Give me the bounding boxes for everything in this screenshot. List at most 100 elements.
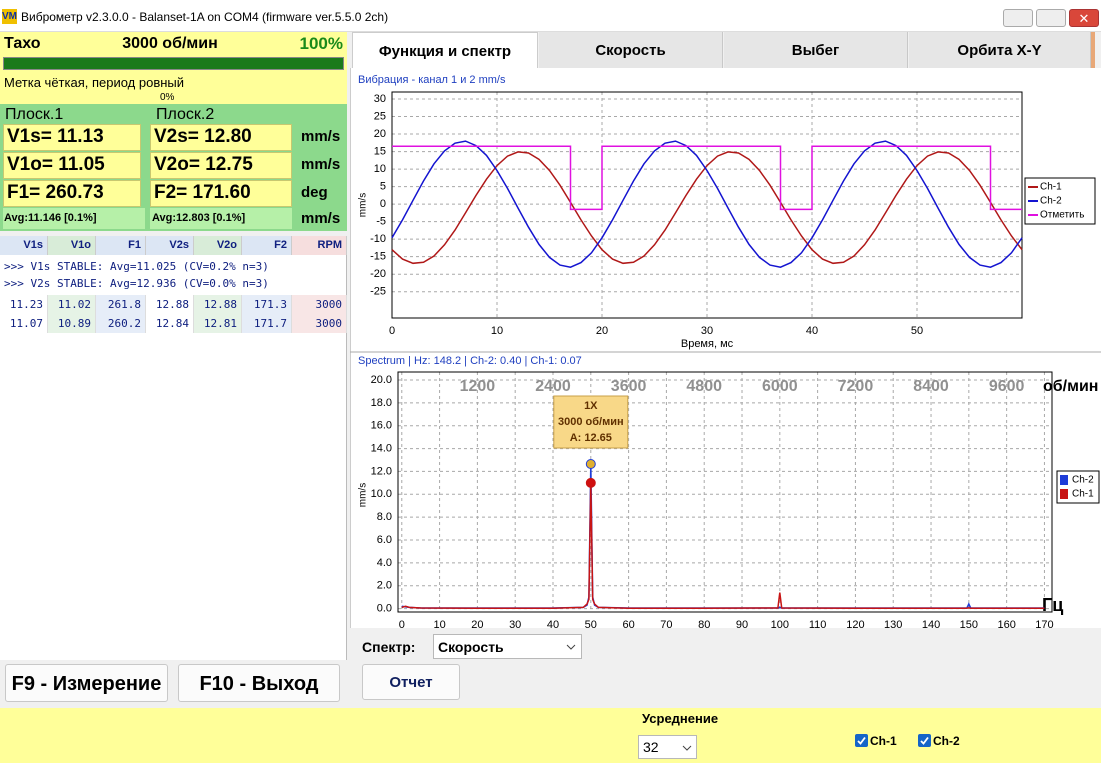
annotation-text: 1X [584, 400, 598, 412]
checkbox[interactable] [918, 734, 931, 747]
y-tick-label: 6.0 [377, 534, 392, 546]
column-header: V1s [0, 236, 48, 255]
rpm-tick-label: 4800 [686, 378, 722, 395]
averaging-select[interactable]: 32 [638, 735, 697, 759]
dropdown-arrow [566, 644, 576, 650]
rpm-tick-label: 7200 [838, 378, 874, 395]
x-tick-label: 120 [846, 619, 864, 628]
annotation-box [553, 395, 629, 449]
x-axis-label: Время, мс [681, 338, 734, 350]
log-cell: 3000 [292, 314, 347, 333]
x-tick-label: 80 [698, 619, 710, 628]
avg-box: Avg:11.146 [0.1%] [3, 208, 145, 229]
x-tick-label: 30 [509, 619, 521, 628]
minimize-button[interactable] [1003, 9, 1033, 27]
series-line [401, 463, 1045, 609]
tab[interactable]: Орбита X-Y [909, 32, 1091, 68]
plane-name: Плоск.2 [156, 106, 215, 123]
y-tick-label: 15 [374, 145, 386, 157]
tab[interactable]: Выбег [724, 32, 908, 68]
x-tick-label: 60 [622, 619, 634, 628]
footer: Усреднение 32 Ch-1 Ch-2 [0, 708, 1101, 763]
x-tick-label: 140 [922, 619, 940, 628]
checkbox-label: Ch-1 [870, 734, 897, 748]
y-tick-label: -15 [370, 251, 386, 263]
y-tick-label: 16.0 [371, 420, 392, 432]
log-cell: 12.88 [194, 295, 242, 314]
column-header: V2s [146, 236, 194, 255]
title-bar: VM Виброметр v2.3.0.0 - Balanset-1A on C… [0, 0, 1101, 32]
y-tick-label: 5 [380, 181, 386, 193]
progress-text: 0% [160, 92, 175, 103]
y-tick-label: 0.0 [377, 602, 392, 614]
column-header: F2 [242, 236, 292, 255]
report-button[interactable]: Отчет [362, 664, 460, 700]
x-tick-label: 20 [471, 619, 483, 628]
x-tick-label: 50 [911, 325, 923, 337]
y-tick-label: 25 [374, 110, 386, 122]
series-line [401, 482, 1045, 609]
annotation-text: 3000 об/мин [558, 416, 624, 428]
tacho-percent: 100% [299, 34, 343, 53]
maximize-button[interactable] [1036, 9, 1066, 27]
value-box: F2= 171.60 [150, 180, 292, 207]
x-tick-label: 0 [399, 619, 405, 628]
y-tick-label: 8.0 [377, 511, 392, 523]
annotation-text: A: 12.65 [570, 432, 612, 444]
legend-label: Ch-2 [1040, 196, 1062, 207]
y-tick-label: -25 [370, 286, 386, 298]
legend-label: Ch-1 [1072, 489, 1094, 500]
column-header: V2o [194, 236, 242, 255]
y-tick-label: 0 [380, 198, 386, 210]
log-cell: 171.7 [242, 314, 292, 333]
tab[interactable]: Функция и спектр [352, 32, 538, 68]
rpm-tick-label: 8400 [913, 378, 949, 395]
exit-button[interactable]: F10 - Выход [178, 664, 340, 702]
spectrum-select[interactable]: Скорость [433, 634, 582, 659]
tacho-status: Метка чёткая, период ровный [4, 75, 185, 90]
checkbox[interactable] [855, 734, 868, 747]
checkbox-label: Ch-2 [933, 734, 960, 748]
unit-label: mm/s [301, 210, 341, 227]
plot-frame [391, 91, 1023, 319]
y-axis-label: mm/s [358, 193, 369, 217]
legend-label: Отметить [1040, 210, 1084, 221]
y-tick-label: 14.0 [371, 442, 392, 454]
log-cell: 12.84 [146, 314, 194, 333]
measure-button[interactable]: F9 - Измерение [5, 664, 168, 702]
chart-area [350, 68, 1101, 628]
column-header: RPM [292, 236, 347, 255]
rpm-tick-label: 1200 [460, 378, 496, 395]
tab[interactable]: Скорость [539, 32, 723, 68]
column-header: V1o [48, 236, 96, 255]
legend-label: Ch-1 [1040, 182, 1062, 193]
log-cell: 261.8 [96, 295, 146, 314]
x-tick-label: 110 [809, 619, 827, 628]
legend-swatch [1060, 475, 1068, 485]
value-box: V1o= 11.05 [3, 152, 141, 179]
peak-marker [585, 477, 596, 488]
x-tick-label: 100 [771, 619, 789, 628]
x-tick-label: 30 [701, 325, 713, 337]
rpm-tick-label: 2400 [535, 378, 571, 395]
value-box: V2s= 12.80 [150, 124, 292, 151]
rpm-tick-label: 3600 [611, 378, 647, 395]
y-tick-label: 12.0 [371, 465, 392, 477]
y-tick-label: -5 [376, 216, 386, 228]
y-tick-label: 4.0 [377, 557, 392, 569]
log-message: >>> V2s STABLE: Avg=12.936 (CV=0.0% n=3) [4, 277, 269, 290]
x-tick-label: 90 [736, 619, 748, 628]
charts: Вибрация - канал 1 и 2 mm/s302520151050-… [350, 74, 1101, 628]
rpm-tick-label: 6000 [762, 378, 798, 395]
series-line [392, 145, 1022, 211]
y-tick-label: 20 [374, 128, 386, 140]
value-box: F1= 260.73 [3, 180, 141, 207]
x-tick-label: 170 [1035, 619, 1053, 628]
legend-label: Ch-2 [1072, 475, 1094, 486]
spectrum-value: Скорость [438, 639, 504, 655]
y-tick-label: 20.0 [371, 374, 392, 386]
close-button[interactable]: ✕ [1069, 9, 1099, 27]
x-tick-label: 150 [960, 619, 978, 628]
unit-label: mm/s [301, 128, 341, 145]
y-tick-label: 30 [374, 93, 386, 105]
